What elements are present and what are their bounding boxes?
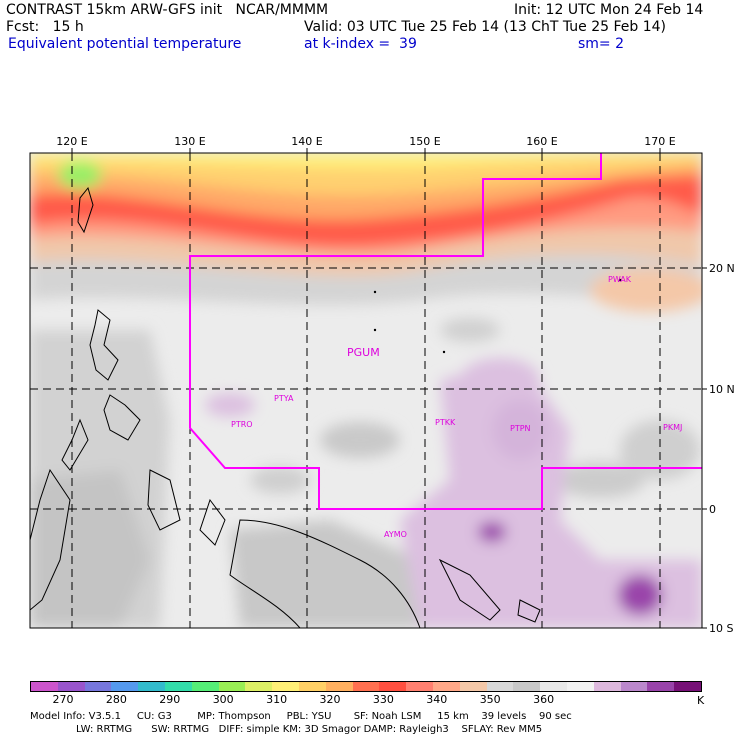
axis-ticks: [71, 148, 707, 629]
station-label-ptro: PTRO: [231, 420, 253, 429]
colorbar-swatch: [191, 682, 220, 691]
colorbar-swatch: [84, 682, 112, 691]
colorbar-label: 290: [159, 693, 181, 706]
model-info-line1: Model Info: V3.5.1 CU: G3 MP: Thompson P…: [30, 711, 572, 722]
forecast-hour: Fcst: 15 h: [6, 19, 84, 35]
lon-label-140e: 140 E: [291, 135, 322, 148]
field-name: Equivalent potential temperature: [8, 36, 242, 52]
colorbar-label: 300: [212, 693, 234, 706]
station-label-pwak: PWAK: [608, 275, 632, 284]
colorbar-swatch: [540, 682, 568, 691]
region-boundary: [189, 153, 702, 510]
level-index: at k-index = 39: [304, 36, 417, 52]
colorbar-swatch: [647, 682, 675, 691]
colorbar-swatch: [433, 682, 461, 691]
coastlines: [30, 186, 541, 628]
colorbar-label: 330: [372, 693, 394, 706]
station-label-ptpn: PTPN: [510, 424, 531, 433]
colorbar-swatch: [620, 682, 648, 691]
colorbar-swatch: [165, 682, 193, 691]
lon-label-130e: 130 E: [174, 135, 205, 148]
lon-label-120e: 120 E: [56, 135, 87, 148]
colorbar-swatch: [138, 682, 166, 691]
colorbar-swatch: [299, 682, 327, 691]
station-label-ptkk: PTKK: [435, 418, 456, 427]
colorbar-swatch: [245, 682, 273, 691]
colorbar-label: 270: [52, 693, 74, 706]
map-frame: [29, 152, 703, 629]
colorbar-label: 350: [479, 693, 501, 706]
colorbar-swatch: [406, 682, 434, 691]
colorbar-swatch: [593, 682, 622, 691]
colorbar: [30, 681, 702, 692]
colorbar-swatch: [513, 682, 541, 691]
station-label-aymo: AYMO: [384, 530, 407, 539]
valid-time: Valid: 03 UTC Tue 25 Feb 14 (13 ChT Tue …: [304, 19, 667, 35]
colorbar-swatch: [379, 682, 407, 691]
lat-label-20n: 20 N: [709, 262, 735, 275]
theta-e-field: [30, 153, 702, 628]
init-time: Init: 12 UTC Mon 24 Feb 14: [514, 2, 704, 18]
colorbar-swatch: [567, 682, 595, 691]
colorbar-label: 310: [266, 693, 288, 706]
lat-label-10n: 10 N: [709, 383, 735, 396]
lon-label-150e: 150 E: [409, 135, 440, 148]
lat-label-0: 0: [709, 503, 716, 516]
colorbar-swatch: [272, 682, 300, 691]
graticule: [30, 153, 702, 628]
station-label-pkmj: PKMJ: [663, 423, 682, 432]
colorbar-label: 340: [426, 693, 448, 706]
colorbar-swatch: [352, 682, 380, 691]
colorbar-swatch: [111, 682, 139, 691]
colorbar-swatch: [325, 682, 354, 691]
colorbar-swatch: [31, 682, 59, 691]
colorbar-label: 360: [533, 693, 555, 706]
colorbar-swatch: [218, 682, 246, 691]
colorbar-label: 320: [319, 693, 341, 706]
station-label-ptya: PTYA: [274, 394, 294, 403]
colorbar-swatch: [674, 682, 702, 691]
lat-label-10s: 10 S: [709, 622, 733, 635]
model-info-line2: LW: RRTMG SW: RRTMG DIFF: simple KM: 3D …: [76, 724, 543, 735]
lon-label-170e: 170 E: [644, 135, 675, 148]
colorbar-swatch: [57, 682, 86, 691]
station-label-pgum: PGUM: [347, 346, 380, 359]
station-dots: [373, 278, 622, 354]
model-title: CONTRAST 15km ARW-GFS init NCAR/MMMM: [6, 2, 329, 18]
colorbar-swatch: [459, 682, 488, 691]
colorbar-label: 280: [105, 693, 127, 706]
smoothing: sm= 2: [578, 36, 625, 52]
lon-label-160e: 160 E: [526, 135, 557, 148]
colorbar-unit: K: [697, 694, 705, 707]
colorbar-swatch: [486, 682, 514, 691]
